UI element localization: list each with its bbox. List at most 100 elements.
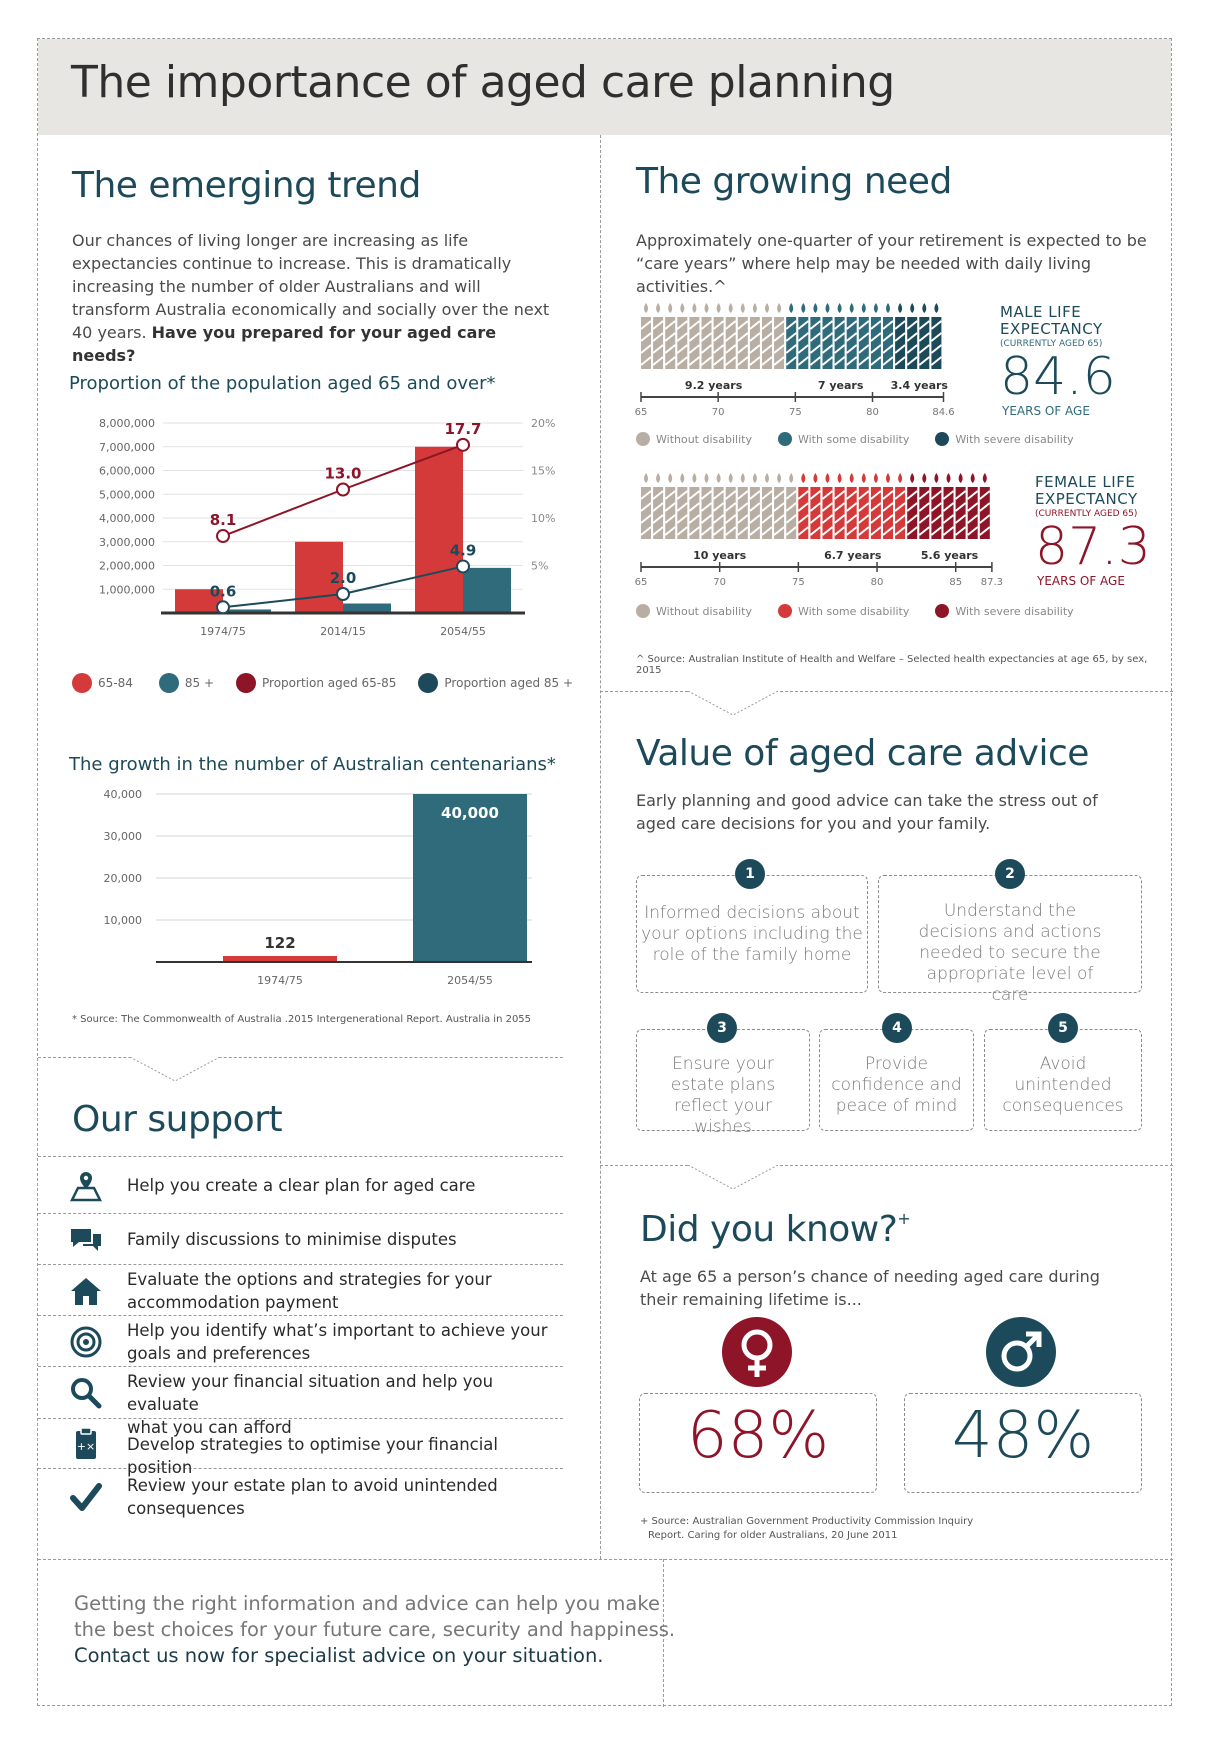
legend-label: Without disability bbox=[656, 604, 752, 618]
female-expectancy-unit: YEARS OF AGE bbox=[1037, 574, 1125, 588]
female-expectancy-block: FEMALE LIFE EXPECTANCY (CURRENTLY AGED 6… bbox=[1035, 474, 1151, 589]
candle-stripe bbox=[785, 526, 797, 536]
axis-tick-label: 84.6 bbox=[932, 407, 954, 418]
candle-flame bbox=[837, 473, 842, 483]
candle-stripe bbox=[797, 332, 809, 342]
candle-stripe bbox=[942, 514, 955, 524]
female-percent-box bbox=[639, 1393, 877, 1493]
advice-text: Avoid unintended consequences bbox=[1002, 1054, 1124, 1116]
candle-stripe bbox=[833, 490, 846, 500]
legend-swatch-severe bbox=[935, 604, 950, 618]
candle-body bbox=[919, 487, 930, 539]
magnifier-icon bbox=[68, 1375, 104, 1411]
bar-85-plus bbox=[463, 567, 511, 613]
support-item-line: Evaluate the options and strategies for … bbox=[127, 1269, 492, 1289]
candle-stripe bbox=[761, 332, 773, 342]
candle-flame bbox=[668, 303, 673, 313]
candle-stripe bbox=[737, 320, 749, 330]
candle bbox=[725, 303, 737, 369]
bar-centenarians bbox=[413, 794, 527, 962]
segment-label: 3.4 years bbox=[891, 379, 949, 392]
support-item: Review your estate plan to avoid uninten… bbox=[38, 1469, 563, 1525]
candle-body bbox=[653, 317, 664, 369]
candle-body bbox=[677, 487, 688, 539]
candle-stripe bbox=[894, 344, 906, 354]
candle-stripe bbox=[930, 320, 943, 330]
male-percent-box bbox=[904, 1393, 1142, 1493]
value-title: Value of aged care advice bbox=[636, 733, 1089, 774]
candle-stripe bbox=[809, 332, 822, 342]
know-paragraph: At age 65 a person’s chance of needing a… bbox=[640, 1267, 1100, 1309]
candle-body bbox=[737, 317, 748, 369]
candle bbox=[918, 473, 930, 539]
candle-stripe bbox=[700, 344, 713, 354]
candle-stripe bbox=[749, 356, 761, 366]
candle-stripe bbox=[761, 490, 773, 500]
candle-stripe bbox=[712, 320, 725, 330]
candle bbox=[954, 473, 967, 539]
candle-stripe bbox=[700, 514, 713, 524]
support-item: Family discussions to minimise disputes bbox=[38, 1214, 563, 1265]
candle-stripe bbox=[725, 514, 737, 524]
support-item-line: Help you identify what’s important to ac… bbox=[127, 1320, 548, 1340]
legend-label: Without disability bbox=[656, 432, 752, 446]
female-percent: 68% bbox=[686, 1399, 830, 1473]
candle bbox=[906, 473, 918, 539]
candle-flame bbox=[813, 303, 818, 313]
bar-65-84 bbox=[295, 541, 343, 613]
candle bbox=[930, 303, 943, 369]
candle-body bbox=[653, 487, 664, 539]
candle-body bbox=[943, 487, 954, 539]
candle-stripe bbox=[688, 490, 701, 500]
bar-65-84 bbox=[175, 589, 223, 613]
candle-stripe bbox=[858, 514, 870, 524]
candle-flame bbox=[861, 303, 866, 313]
candle-flame bbox=[934, 473, 939, 483]
candle-stripe bbox=[821, 332, 834, 342]
candle bbox=[833, 303, 846, 369]
candle-stripe bbox=[954, 490, 967, 500]
candle-flame bbox=[873, 303, 878, 313]
candle-stripe bbox=[833, 526, 846, 536]
data-label: 8.1 bbox=[210, 511, 237, 529]
segment-label: 7 years bbox=[818, 379, 864, 392]
advice-text: Informed decisions about your options in… bbox=[641, 903, 863, 965]
candle-flame bbox=[922, 473, 927, 483]
candle-stripe bbox=[737, 344, 749, 354]
know-title: Did you know?+ bbox=[640, 1209, 911, 1250]
candle-flame bbox=[982, 473, 987, 483]
candle-stripe bbox=[797, 514, 809, 524]
candle-flame bbox=[934, 303, 939, 313]
emerging-title: The emerging trend bbox=[72, 165, 421, 206]
legend-swatch-65-84 bbox=[72, 673, 92, 693]
candle bbox=[846, 303, 858, 369]
data-label: 122 bbox=[264, 934, 295, 952]
candle bbox=[858, 303, 870, 369]
candle-stripe bbox=[700, 332, 713, 342]
bar-centenarians bbox=[223, 956, 337, 962]
bar-85-plus bbox=[223, 609, 271, 613]
legend-swatch-prop-85 bbox=[418, 673, 439, 693]
candle-flame bbox=[861, 473, 866, 483]
candle-stripe bbox=[906, 526, 918, 536]
female-label-sub: (CURRENTLY AGED 65) bbox=[1035, 509, 1138, 519]
candle-body bbox=[798, 487, 809, 539]
candle-flame bbox=[958, 473, 963, 483]
axis-tick-label: 65 bbox=[635, 577, 648, 588]
advice-badge-4: 4 bbox=[882, 1013, 912, 1043]
candle-stripe bbox=[688, 526, 701, 536]
support-item-line: consequences bbox=[127, 1499, 245, 1518]
candle-flame bbox=[801, 473, 806, 483]
support-item-label: Help you identify what’s important to ac… bbox=[127, 1319, 548, 1365]
candle-stripe bbox=[821, 356, 834, 366]
candle-stripe bbox=[712, 514, 725, 524]
candle-stripe bbox=[967, 526, 979, 536]
candle-stripe bbox=[821, 320, 834, 330]
candle bbox=[894, 473, 906, 539]
advice-badge-3: 3 bbox=[707, 1013, 737, 1043]
candle-stripe bbox=[749, 514, 761, 524]
candle-stripe bbox=[979, 526, 991, 536]
support-item: Help you identify what’s important to ac… bbox=[38, 1316, 563, 1367]
candle-stripe bbox=[797, 502, 809, 512]
candle-stripe bbox=[809, 344, 822, 354]
